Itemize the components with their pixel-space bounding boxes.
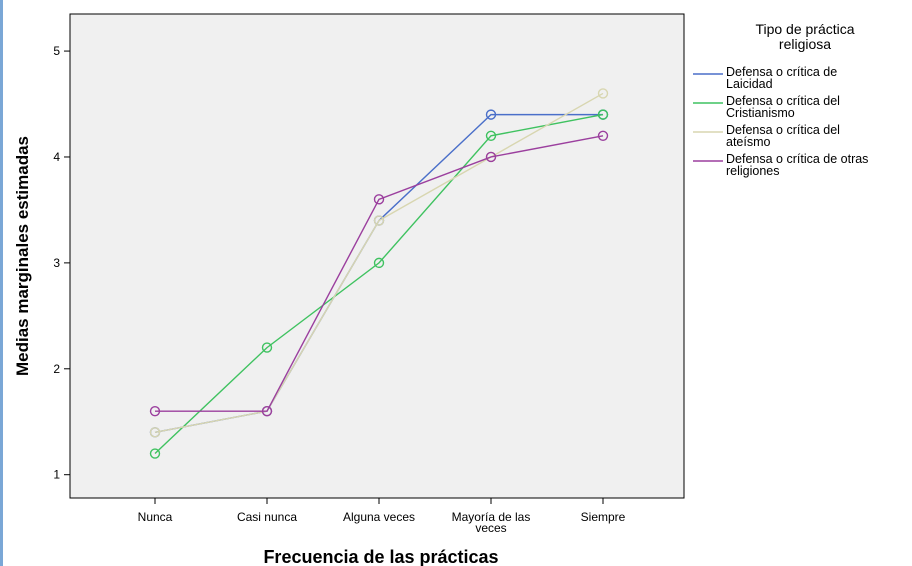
- data-point: [485, 109, 497, 120]
- x-tick-label: Siempre: [581, 510, 626, 524]
- data-point: [373, 215, 385, 226]
- series-layer: [149, 88, 609, 459]
- series-4: [149, 130, 609, 417]
- x-tick-label: Alguna veces: [343, 510, 415, 524]
- legend-entry-label: ateísmo: [726, 135, 771, 149]
- data-point: [597, 109, 609, 120]
- data-point: [485, 130, 497, 141]
- y-axis-title: Medias marginales estimadas: [13, 136, 32, 376]
- data-point: [485, 151, 497, 163]
- data-point: [597, 130, 609, 141]
- legend-entry-label: religiones: [726, 164, 780, 178]
- data-point: [373, 194, 385, 205]
- x-tick-label: Nunca: [138, 510, 173, 524]
- legend-entry-label: Defensa o crítica de otras: [726, 152, 868, 166]
- series-line: [155, 135, 604, 412]
- legend-entry-label: Defensa o crítica del: [726, 94, 840, 108]
- x-axis-title: Frecuencia de las prácticas: [263, 547, 498, 566]
- y-tick-label: 3: [53, 256, 60, 270]
- legend-title: Tipo de práctica: [755, 21, 854, 37]
- y-tick-label: 5: [53, 44, 60, 58]
- x-tick-label: veces: [475, 521, 506, 535]
- legend-entry-label: Cristianismo: [726, 106, 795, 120]
- data-point: [149, 427, 161, 438]
- x-axis: Nunca Casi nunca Alguna veces Mayoría de la…: [138, 498, 626, 535]
- series-line: [154, 92, 604, 434]
- data-point: [261, 342, 273, 353]
- x-tick-label: Casi nunca: [237, 510, 297, 524]
- x-tick-label: Mayoría de las: [452, 510, 531, 524]
- data-point: [261, 405, 273, 417]
- series-line: [154, 113, 604, 455]
- data-point: [373, 257, 385, 269]
- legend-entry-label: Defensa o crítica de: [726, 65, 837, 79]
- y-tick-label: 4: [53, 150, 60, 164]
- data-point: [149, 448, 161, 459]
- legend-entry-label: Laicidad: [726, 77, 773, 91]
- series-2: [149, 109, 609, 459]
- plot-area: [69, 13, 685, 499]
- legend-title: religiosa: [779, 36, 831, 52]
- data-point: [149, 405, 161, 417]
- y-tick-label: 1: [53, 468, 60, 482]
- y-axis: 1 2 3 4 5: [53, 44, 70, 482]
- data-point: [597, 88, 609, 99]
- legend-entry-label: Defensa o crítica del: [726, 123, 840, 137]
- y-tick-label: 2: [53, 362, 60, 376]
